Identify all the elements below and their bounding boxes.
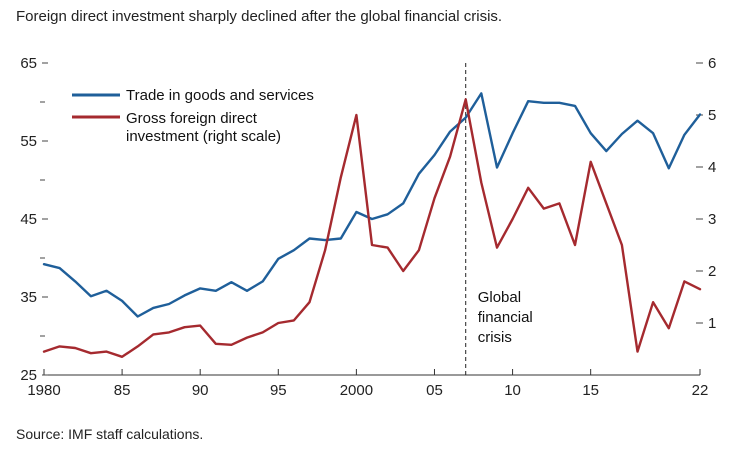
x-tick-label: 85 xyxy=(114,382,131,399)
y-left-tick-label: 45 xyxy=(20,211,37,228)
series-fdi-line xyxy=(42,98,702,358)
crisis-label-line: Global xyxy=(478,289,521,306)
x-tick-label: 22 xyxy=(692,382,709,399)
x-tick-label: 2000 xyxy=(340,382,373,399)
crisis-label-line: financial xyxy=(478,309,533,326)
x-tick-label: 15 xyxy=(582,382,599,399)
y-left-tick-label: 55 xyxy=(20,133,37,150)
x-tick-label: 90 xyxy=(192,382,209,399)
series-lines xyxy=(42,92,702,358)
y-right-tick-label: 2 xyxy=(708,263,716,280)
y-right-tick-label: 4 xyxy=(708,159,716,176)
x-tick-label: 1980 xyxy=(27,382,60,399)
source-note: Source: IMF staff calculations. xyxy=(16,426,204,442)
x-tick-label: 95 xyxy=(270,382,287,399)
y-left-tick-label: 35 xyxy=(20,289,37,306)
y-right-tick-label: 6 xyxy=(708,55,716,72)
y-right-tick-label: 3 xyxy=(708,211,716,228)
series-trade-line xyxy=(42,92,702,318)
legend-label-fdi: Gross foreign direct investment (right s… xyxy=(126,110,281,145)
crisis-annotation: Global financial crisis xyxy=(465,63,533,375)
y-right-tick-label: 5 xyxy=(708,107,716,124)
x-tick-label: 10 xyxy=(504,382,521,399)
y-left-tick-label: 65 xyxy=(20,55,37,72)
x-tick-label: 05 xyxy=(426,382,443,399)
legend: Trade in goods and services Gross foreig… xyxy=(72,87,314,145)
y-left-tick-label: 25 xyxy=(20,367,37,384)
y-right-tick-label: 1 xyxy=(708,315,716,332)
chart-title: Foreign direct investment sharply declin… xyxy=(16,8,503,25)
crisis-label-line: crisis xyxy=(478,329,512,346)
legend-label-trade: Trade in goods and services xyxy=(126,87,314,104)
